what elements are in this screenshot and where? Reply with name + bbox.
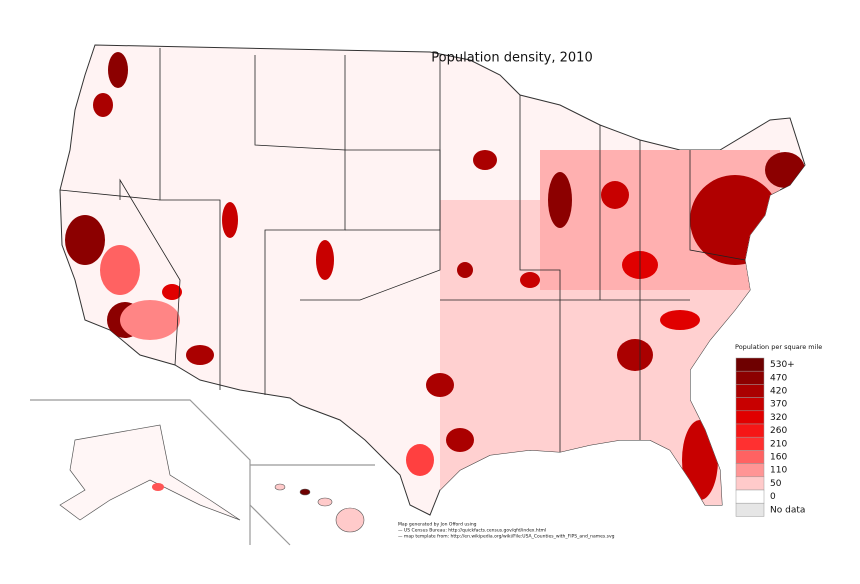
map-title: Population density, 2010 <box>431 51 592 66</box>
legend-label: 160 <box>770 453 787 463</box>
las-vegas <box>162 284 182 300</box>
central-valley <box>100 245 140 295</box>
legend-label: 260 <box>770 426 787 436</box>
alaska-inset <box>30 399 251 545</box>
legend-swatch <box>735 423 765 438</box>
legend-label: 110 <box>770 466 787 476</box>
dallas <box>426 373 454 397</box>
salt-lake <box>222 202 238 238</box>
oahu <box>299 488 311 496</box>
credits: Map generated by Jon Offord using — US C… <box>398 522 615 540</box>
denver <box>316 240 334 280</box>
legend-label: 370 <box>770 400 787 410</box>
credit-line: — map template from: http://en.wikipedia… <box>398 534 615 540</box>
legend-label: 210 <box>770 439 787 449</box>
atlanta <box>617 339 653 371</box>
houston <box>446 428 474 452</box>
legend-swatch <box>735 384 765 398</box>
legend-swatch <box>735 476 765 491</box>
anchorage <box>152 483 164 491</box>
seattle <box>108 52 128 88</box>
carolinas <box>660 310 700 330</box>
credit-line: — US Census Bureau: http://quickfacts.ce… <box>398 528 546 534</box>
legend-title: Population per square mile <box>735 343 822 351</box>
southern-california <box>120 300 180 340</box>
legend: Population per square mile 530+ 470 420 370… <box>735 343 822 517</box>
phoenix <box>186 345 214 365</box>
legend-swatch <box>735 502 765 517</box>
legend-label: No data <box>770 505 805 515</box>
legend-swatch <box>735 410 765 425</box>
st-louis <box>520 272 540 288</box>
san-antonio <box>406 444 434 476</box>
chicago <box>548 172 572 228</box>
bay-area <box>65 215 105 265</box>
state-borders <box>59 48 746 452</box>
alaska <box>59 424 241 521</box>
credit-line: Map generated by Jon Offord using <box>398 522 477 528</box>
florida <box>682 420 718 500</box>
legend-label: 420 <box>770 387 787 397</box>
minneapolis <box>473 150 497 170</box>
contiguous-us <box>59 44 806 516</box>
hawaii-inset <box>249 464 375 546</box>
legend-swatch <box>735 357 765 372</box>
legend-label: 0 <box>770 492 776 502</box>
legend-swatch <box>735 436 765 451</box>
legend-swatch <box>735 450 765 464</box>
legend-swatch <box>735 370 765 385</box>
megalopolis <box>690 175 780 265</box>
legend-label: 530+ <box>770 360 795 370</box>
legend-label: 470 <box>770 373 787 383</box>
legend-label: 50 <box>770 479 782 489</box>
legend-label: 320 <box>770 413 787 423</box>
detroit <box>601 181 629 209</box>
boston <box>765 152 805 188</box>
legend-swatch <box>735 489 765 504</box>
legend-swatch <box>735 463 765 478</box>
portland <box>93 93 113 117</box>
legend-swatch <box>735 397 765 412</box>
kansas-city <box>457 262 473 278</box>
